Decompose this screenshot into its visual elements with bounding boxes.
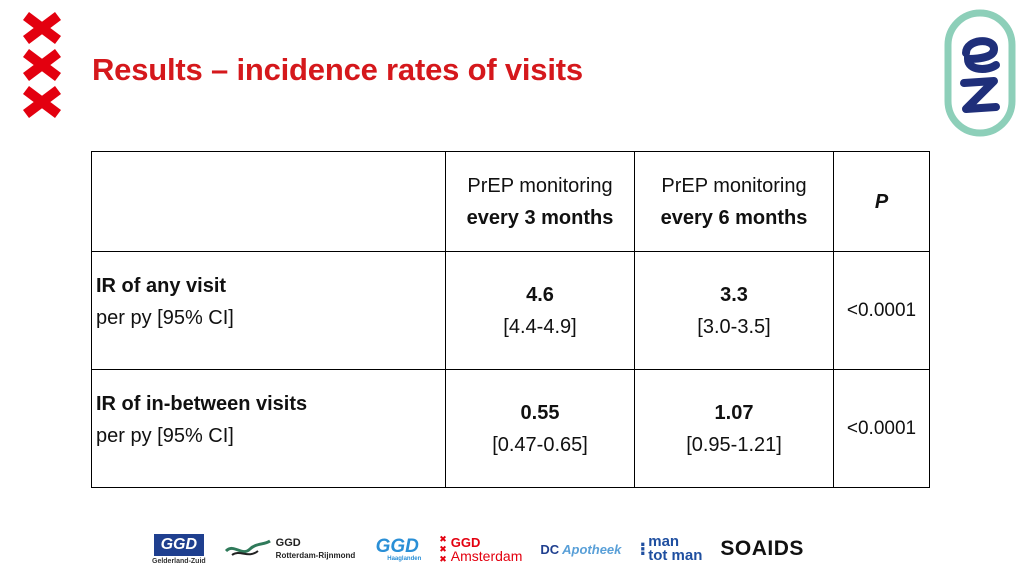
ggd-hl-mark: GGD	[375, 535, 419, 557]
ggd-ams-mark: GGD	[450, 534, 481, 550]
row-sublabel: per py [95% CI]	[96, 425, 234, 447]
value-3-months: 0.55	[520, 401, 560, 424]
value-3-months: 4.6	[526, 283, 554, 306]
ci-6-months: [0.95-1.21]	[686, 433, 782, 456]
dc-mark: DC	[540, 541, 560, 557]
row-label: IR of in-between visits	[96, 393, 308, 415]
value-6-months: 1.07	[714, 401, 754, 424]
results-table: PrEP monitoring every 3 months PrEP moni…	[91, 151, 930, 488]
logo-dc-apotheek: DC Apotheek	[540, 542, 621, 557]
ci-3-months: [4.4-4.9]	[503, 315, 577, 338]
ggd-gz-sub: Gelderland-Zuid	[152, 557, 206, 565]
p-value: <0.0001	[833, 369, 930, 488]
logo-soaids: SOAIDS	[720, 537, 804, 561]
p-value: <0.0001	[833, 251, 930, 370]
logo-ggd-rotterdam: GGD Rotterdam-Rijnmond	[224, 537, 356, 561]
table-header-row: PrEP monitoring every 3 months PrEP moni…	[91, 151, 930, 252]
ggd-ams-text: GGD Amsterdam	[451, 536, 523, 563]
ggd-gz-mark: GGD	[153, 533, 205, 556]
amsterdam-cross-icon: ✖ ✖ ✖	[439, 534, 447, 564]
ggd-ams-sub: Amsterdam	[450, 547, 523, 564]
ggd-rr-text: GGD Rotterdam-Rijnmond	[276, 538, 356, 560]
value-cell: 0.55 [0.47-0.65]	[445, 369, 635, 488]
row-label-cell: IR of in-between visits per py [95% CI]	[91, 369, 446, 488]
value-cell: 3.3 [3.0-3.5]	[634, 251, 834, 370]
header-3-months-line2: every 3 months	[466, 206, 614, 229]
row-label-cell: IR of any visit per py [95% CI]	[91, 251, 446, 370]
value-cell: 1.07 [0.95-1.21]	[634, 369, 834, 488]
mtm-line2: tot man	[648, 547, 703, 564]
header-p: P	[833, 151, 930, 252]
ggd-rr-sub: Rotterdam-Rijnmond	[275, 551, 356, 560]
ggd-hl-sub: Haaglanden	[387, 555, 422, 562]
header-3-months-line1: PrEP monitoring	[467, 174, 613, 197]
soaids-mark: SOAIDS	[720, 537, 804, 560]
cross-icon	[23, 86, 61, 118]
row-label: IR of any visit	[96, 275, 227, 297]
swan-icon	[224, 539, 271, 556]
header-empty-cell	[91, 151, 446, 252]
ez-logo	[944, 9, 1016, 137]
apotheek-mark: Apotheek	[562, 541, 622, 557]
logo-ggd-gelderland-zuid: GGD Gelderland-Zuid	[152, 533, 206, 565]
logo-ggd-haaglanden: GGD Haaglanden	[373, 535, 422, 562]
logo-ggd-amsterdam: ✖ ✖ ✖ GGD Amsterdam	[439, 534, 522, 564]
row-sublabel: per py [95% CI]	[96, 307, 234, 329]
table-row: IR of any visit per py [95% CI] 4.6 [4.4…	[91, 251, 930, 370]
figures-icon: ⁝	[639, 538, 647, 559]
ggd-rr-mark: GGD	[275, 537, 301, 549]
mtm-line1: man	[648, 532, 680, 550]
value-6-months: 3.3	[720, 283, 748, 306]
table-row: IR of in-between visits per py [95% CI] …	[91, 369, 930, 488]
ci-6-months: [3.0-3.5]	[697, 315, 771, 338]
cross-icon	[23, 12, 61, 44]
logo-man-tot-man: ⁝ man tot man	[639, 532, 703, 564]
header-6-months-line2: every 6 months	[660, 206, 808, 229]
p-label: P	[874, 190, 889, 213]
mtm-text: man tot man	[648, 532, 703, 564]
ci-3-months: [0.47-0.65]	[492, 433, 588, 456]
partner-logos: GGD Gelderland-Zuid GGD Rotterdam-Rijnmo…	[152, 528, 872, 570]
cross-icon	[23, 49, 61, 81]
header-3-months: PrEP monitoring every 3 months	[445, 151, 635, 252]
header-6-months: PrEP monitoring every 6 months	[634, 151, 834, 252]
amsterdam-crosses	[20, 12, 70, 123]
value-cell: 4.6 [4.4-4.9]	[445, 251, 635, 370]
header-6-months-line1: PrEP monitoring	[661, 174, 807, 197]
page-title: Results – incidence rates of visits	[92, 52, 583, 87]
